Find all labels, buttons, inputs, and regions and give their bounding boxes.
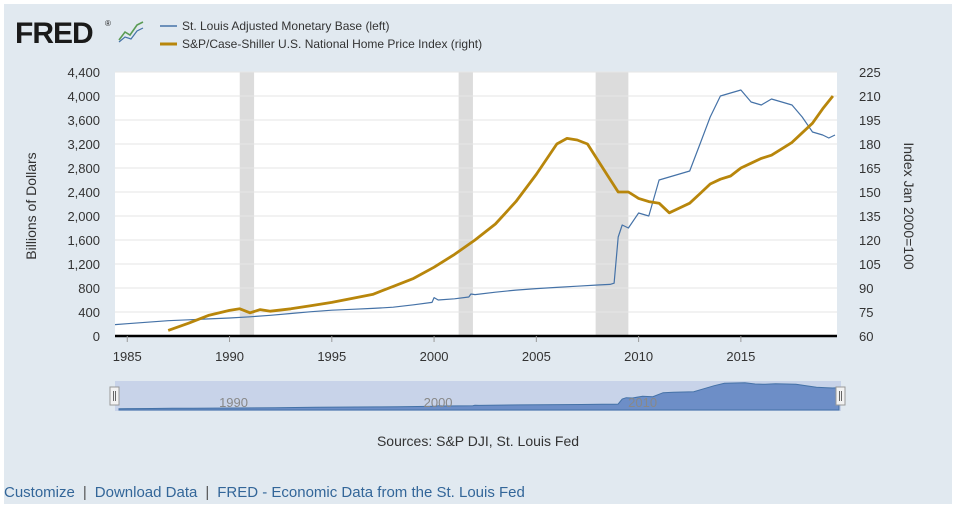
y-tick-left-label: 3,200 [67, 137, 100, 152]
x-tick-label: 1995 [317, 349, 346, 364]
chart-container: FRED ® St. Louis Adjusted Monetary Base … [4, 4, 952, 504]
x-axis-ticks: 1985 1990 1995 2000 2005 2010 2015 [113, 336, 755, 364]
y-tick-left-label: 0 [93, 329, 100, 344]
x-tick-label: 2000 [420, 349, 449, 364]
sources-note: Sources: S&P DJI, St. Louis Fed [377, 433, 579, 449]
y-tick-right-label: 60 [859, 329, 873, 344]
y-tick-left-label: 400 [78, 305, 100, 320]
fred-home-link[interactable]: FRED - Economic Data from the St. Louis … [217, 484, 525, 501]
footer-links: Customize | Download Data | FRED - Economic … [4, 484, 525, 501]
customize-link[interactable]: Customize [4, 484, 75, 501]
y-tick-right-label: 75 [859, 305, 873, 320]
recession-bar [458, 72, 473, 336]
series-line-monetary-base [114, 89, 836, 326]
plot-area [115, 72, 837, 336]
download-data-link[interactable]: Download Data [94, 484, 198, 501]
y-tick-right-label: 120 [859, 233, 881, 248]
y-tick-right-label: 165 [859, 161, 881, 176]
y-tick-right-label: 105 [859, 257, 881, 272]
y-tick-left-label: 1,200 [67, 257, 100, 272]
navigator-handle-left[interactable] [109, 386, 120, 406]
recession-shading [239, 72, 629, 336]
x-tick-label: 2015 [726, 349, 755, 364]
series-lines [114, 89, 836, 332]
recession-bar [595, 72, 629, 336]
fred-logo: FRED [15, 17, 93, 50]
fred-logo-registered: ® [105, 19, 111, 28]
x-tick-label: 2010 [624, 349, 653, 364]
x-tick-label: 2005 [522, 349, 551, 364]
navigator-handle-right[interactable] [835, 386, 846, 406]
y-tick-left-label: 3,600 [67, 113, 100, 128]
navigator-label: 2010 [628, 395, 657, 410]
y-tick-left-label: 4,000 [67, 89, 100, 104]
y-axis-right-title: Index Jan 2000=100 [901, 142, 917, 269]
y-tick-right-label: 195 [859, 113, 881, 128]
y-tick-left-label: 2,000 [67, 209, 100, 224]
y-axis-left-ticks: 0 400 800 1,200 1,600 2,000 2,400 2,800 3,200 3,6… [67, 65, 100, 344]
y-tick-left-label: 2,800 [67, 161, 100, 176]
y-tick-right-label: 135 [859, 209, 881, 224]
navigator[interactable]: 1990 2000 2010 [109, 381, 846, 411]
fred-chart-icon [117, 20, 145, 43]
y-tick-right-label: 90 [859, 281, 873, 296]
navigator-series-area [118, 382, 840, 411]
y-tick-left-label: 2,400 [67, 185, 100, 200]
x-tick-label: 1990 [215, 349, 244, 364]
y-axis-left-title: Billions of Dollars [23, 152, 39, 259]
recession-bar [239, 72, 255, 336]
legend-label-monetary-base: St. Louis Adjusted Monetary Base (left) [182, 19, 389, 33]
y-tick-right-label: 225 [859, 65, 881, 80]
footer-separator: | [205, 484, 210, 501]
navigator-labels: 1990 2000 2010 [219, 395, 657, 410]
y-tick-right-label: 180 [859, 137, 881, 152]
y-axis-right-ticks: 60 75 90 105 120 135 150 165 180 195 210 225 [859, 65, 881, 344]
footer-separator: | [82, 484, 87, 501]
series-line-home-price [167, 95, 834, 332]
y-tick-right-label: 210 [859, 89, 881, 104]
legend-label-home-price: S&P/Case-Shiller U.S. National Home Pric… [182, 37, 482, 51]
y-tick-left-label: 4,400 [67, 65, 100, 80]
y-tick-right-label: 150 [859, 185, 881, 200]
legend: St. Louis Adjusted Monetary Base (left) … [160, 19, 482, 51]
y-tick-left-label: 800 [78, 281, 100, 296]
chart-canvas: FRED ® St. Louis Adjusted Monetary Base … [15, 17, 917, 449]
y-tick-left-label: 1,600 [67, 233, 100, 248]
navigator-label: 1990 [219, 395, 248, 410]
x-tick-label: 1985 [113, 349, 142, 364]
navigator-label: 2000 [424, 395, 453, 410]
